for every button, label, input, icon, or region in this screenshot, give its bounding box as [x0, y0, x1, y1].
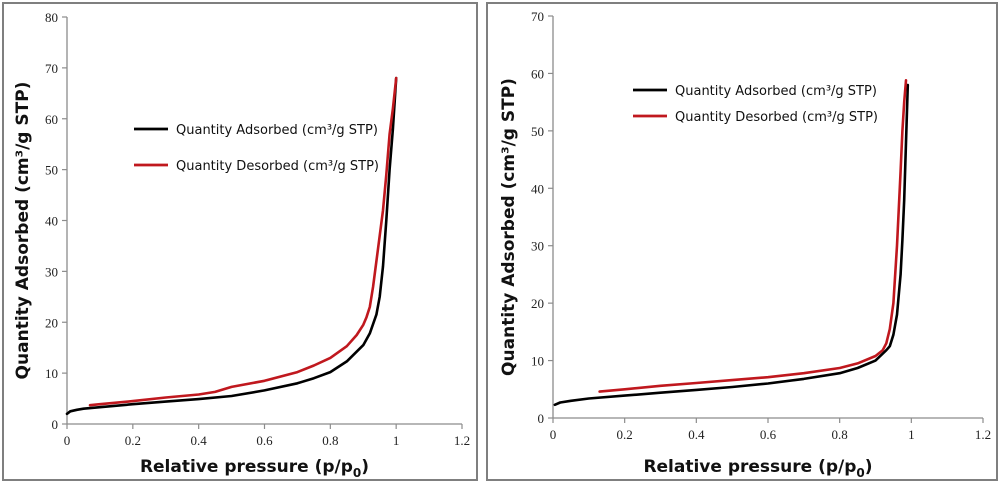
y-tick-label: 0	[538, 411, 545, 426]
x-tick-label: 1.2	[975, 427, 991, 442]
y-tick-label: 80	[45, 10, 58, 25]
y-tick-label: 40	[531, 181, 544, 196]
y-tick-label: 20	[45, 315, 58, 330]
y-axis-title: Quantity Adsorbed (cm³/g STP)	[499, 78, 519, 376]
chart-right: 0 0.2 0.4 0.6 0.8 1 1.2 0 10 20 30 40 50 60 70 Quantity…	[499, 9, 991, 479]
chart-panel-left: 0 0.2 0.4 0.6 0.8 1 1.2 0 10 20 30 40 50 60 70 80 Quanti…	[2, 2, 478, 481]
x-axis-title-subscript: 0	[353, 466, 361, 479]
x-tick-label: 0.2	[617, 427, 633, 442]
adsorption-curve	[65, 76, 398, 416]
x-axis-title-main: Relative pressure (p/p	[643, 457, 856, 477]
y-tick-label: 20	[531, 296, 544, 311]
legend-label-adsorbed: Quantity Adsorbed (cm³/g STP)	[176, 123, 378, 138]
x-tick-label: 0.4	[688, 427, 705, 442]
x-tick-label: 0	[550, 427, 557, 442]
y-tick-label: 60	[531, 66, 544, 81]
y-tick-label: 10	[45, 366, 58, 381]
y-tick-label: 60	[45, 112, 58, 127]
y-tick-label: 70	[531, 9, 544, 24]
legend-label-adsorbed: Quantity Adsorbed (cm³/g STP)	[675, 84, 877, 99]
x-tick-label: 0.6	[760, 427, 777, 442]
x-tick-label: 0.6	[256, 433, 273, 448]
x-tick-label: 1.2	[454, 433, 470, 448]
y-tick-label: 50	[45, 163, 58, 178]
x-axis-title-end: )	[865, 457, 873, 477]
x-tick-label: 1	[908, 427, 915, 442]
legend-label-desorbed: Quantity Desorbed (cm³/g STP)	[675, 110, 878, 125]
legend-label-desorbed: Quantity Desorbed (cm³/g STP)	[176, 159, 379, 174]
x-tick-label: 1	[393, 433, 400, 448]
x-tick-label: 0.4	[191, 433, 208, 448]
desorption-curve	[598, 79, 908, 393]
x-axis-title: Relative pressure (p/p0)	[643, 457, 872, 479]
y-tick-label: 70	[45, 61, 58, 76]
x-tick-label: 0.8	[832, 427, 848, 442]
x-axis-title-main: Relative pressure (p/p	[140, 457, 353, 477]
y-axis-title: Quantity Adsorbed (cm³/g STP)	[13, 82, 33, 380]
chart-left: 0 0.2 0.4 0.6 0.8 1 1.2 0 10 20 30 40 50 60 70 80 Quanti…	[13, 10, 470, 479]
y-tick-label: 30	[45, 264, 58, 279]
y-tick-label: 40	[45, 214, 58, 229]
y-tick-label: 50	[531, 124, 544, 139]
y-tick-label: 0	[52, 417, 59, 432]
x-tick-label: 0.8	[322, 433, 338, 448]
legend: Quantity Adsorbed (cm³/g STP) Quantity De…	[134, 123, 379, 174]
x-tick-label: 0.2	[125, 433, 141, 448]
y-tick-label: 10	[531, 354, 544, 369]
chart-panel-right: 0 0.2 0.4 0.6 0.8 1 1.2 0 10 20 30 40 50 60 70 Quantity…	[486, 2, 998, 481]
adsorption-curve	[553, 83, 910, 407]
desorption-curve	[88, 76, 398, 407]
x-axis-title-subscript: 0	[856, 466, 864, 479]
y-tick-label: 30	[531, 239, 544, 254]
x-axis-title-end: )	[361, 457, 369, 477]
legend: Quantity Adsorbed (cm³/g STP) Quantity De…	[633, 84, 878, 125]
x-tick-label: 0	[64, 433, 71, 448]
x-axis-title: Relative pressure (p/p0)	[140, 457, 369, 479]
